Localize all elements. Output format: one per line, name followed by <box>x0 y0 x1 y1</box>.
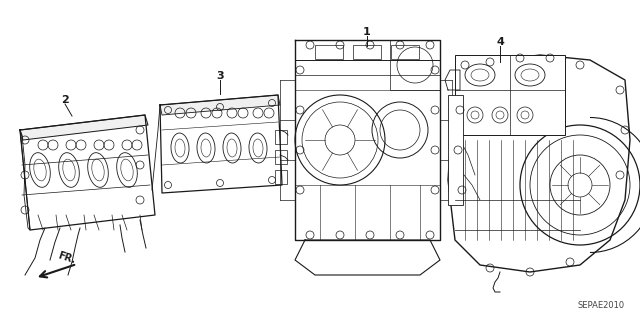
Bar <box>315 45 343 59</box>
Polygon shape <box>160 95 282 193</box>
Bar <box>353 45 381 59</box>
Polygon shape <box>160 95 280 115</box>
Text: SEPAE2010: SEPAE2010 <box>578 300 625 309</box>
Polygon shape <box>295 40 440 240</box>
Polygon shape <box>445 70 460 90</box>
Text: FR.: FR. <box>57 250 77 265</box>
Polygon shape <box>295 240 440 275</box>
Bar <box>448 95 463 205</box>
Polygon shape <box>20 115 148 140</box>
Text: 4: 4 <box>496 37 504 47</box>
Bar <box>275 170 287 184</box>
Text: 1: 1 <box>363 27 371 37</box>
Text: 3: 3 <box>216 71 224 81</box>
Polygon shape <box>448 55 630 272</box>
Bar <box>275 130 287 144</box>
Bar <box>455 55 565 135</box>
Polygon shape <box>20 115 155 230</box>
Bar <box>391 45 419 59</box>
Text: 2: 2 <box>61 95 69 105</box>
Bar <box>275 150 287 164</box>
Bar <box>390 40 440 90</box>
